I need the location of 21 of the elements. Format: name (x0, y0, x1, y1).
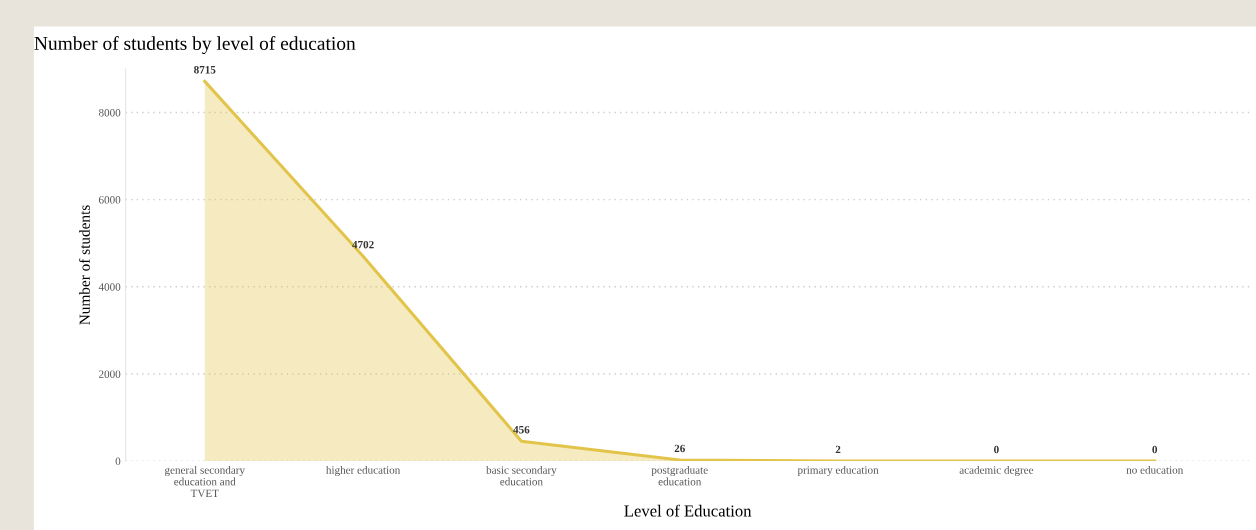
data-label: 0 (1152, 445, 1158, 454)
chart-title: Number of students by level of education (34, 36, 356, 54)
x-tick-label: academic degree (959, 465, 1034, 477)
data-label: 8715 (194, 66, 216, 74)
data-label: 2 (835, 445, 841, 454)
x-tick-label: basic secondary education (486, 465, 557, 486)
data-label: 456 (513, 425, 530, 434)
x-tick-label: general secondary education and TVET (164, 465, 245, 498)
y-tick-label: 6000 (98, 196, 121, 204)
x-tick-label: postgraduate education (651, 465, 708, 486)
y-tick-label: 2000 (99, 370, 121, 378)
x-axis-title: Level of Education (624, 504, 752, 517)
y-tick-label: 4000 (98, 283, 121, 291)
x-tick-label: no education (1126, 465, 1184, 474)
data-label: 26 (674, 444, 685, 453)
y-tick-label: 8000 (98, 108, 121, 117)
y-tick-label: 0 (115, 457, 121, 466)
data-label: 0 (994, 445, 999, 454)
x-tick-label: primary education (797, 465, 879, 477)
y-axis-title: Number of students (78, 205, 90, 325)
x-tick-label: higher education (326, 465, 401, 477)
